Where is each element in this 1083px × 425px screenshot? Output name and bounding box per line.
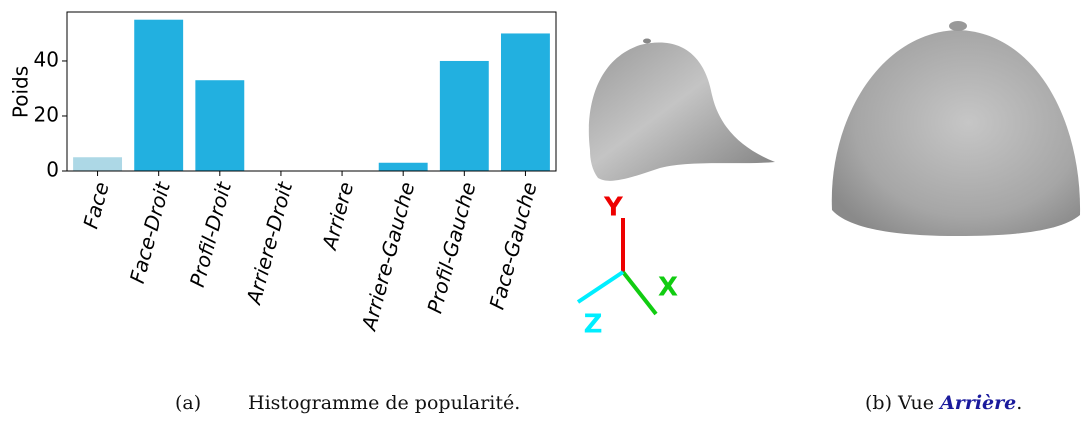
x-tick-label: Arriere — [317, 180, 358, 254]
gizmo-z: Z — [584, 310, 603, 340]
bar — [500, 33, 550, 171]
cap-3d — [588, 42, 775, 181]
y-axis-label: Poids — [9, 66, 33, 118]
bar — [439, 60, 489, 172]
axes-frame — [66, 11, 557, 172]
gizmo-x: X — [658, 273, 678, 303]
cap-button — [643, 38, 651, 44]
x-tick-label: Face — [78, 180, 113, 232]
x-tick-label: Profil-Gauche — [422, 180, 480, 316]
x-tick-label: Face-Droit — [125, 178, 175, 285]
caption-b-prefix: (b) Vue — [865, 392, 935, 414]
y-tick-label: 40 — [34, 47, 59, 71]
y-tick-label: 20 — [34, 102, 59, 126]
caption-b: (b) Vue Arrière. — [865, 392, 1022, 414]
y-tick-label: 0 — [46, 158, 59, 182]
caption-a-label: (a) — [175, 392, 202, 414]
x-tick-label: Profil-Droit — [185, 178, 236, 289]
axis-x — [621, 270, 658, 316]
dome-3d — [831, 30, 1081, 236]
gizmo-y: Y — [603, 193, 624, 223]
axis-z — [576, 270, 625, 304]
caption-b-suffix: . — [1016, 392, 1023, 414]
bar — [378, 162, 428, 171]
x-tick-label: Arriere-Droit — [241, 178, 297, 308]
bar — [134, 19, 184, 171]
dome-button — [949, 21, 967, 31]
caption-a-text: Histogramme de popularité. — [248, 392, 521, 414]
bar — [73, 157, 123, 171]
caption-b-emphasis: Arrière — [940, 392, 1017, 414]
x-tick-label: Arriere-Gauche — [356, 180, 419, 335]
bar — [195, 80, 245, 171]
x-tick-label: Face-Gauche — [485, 180, 542, 312]
